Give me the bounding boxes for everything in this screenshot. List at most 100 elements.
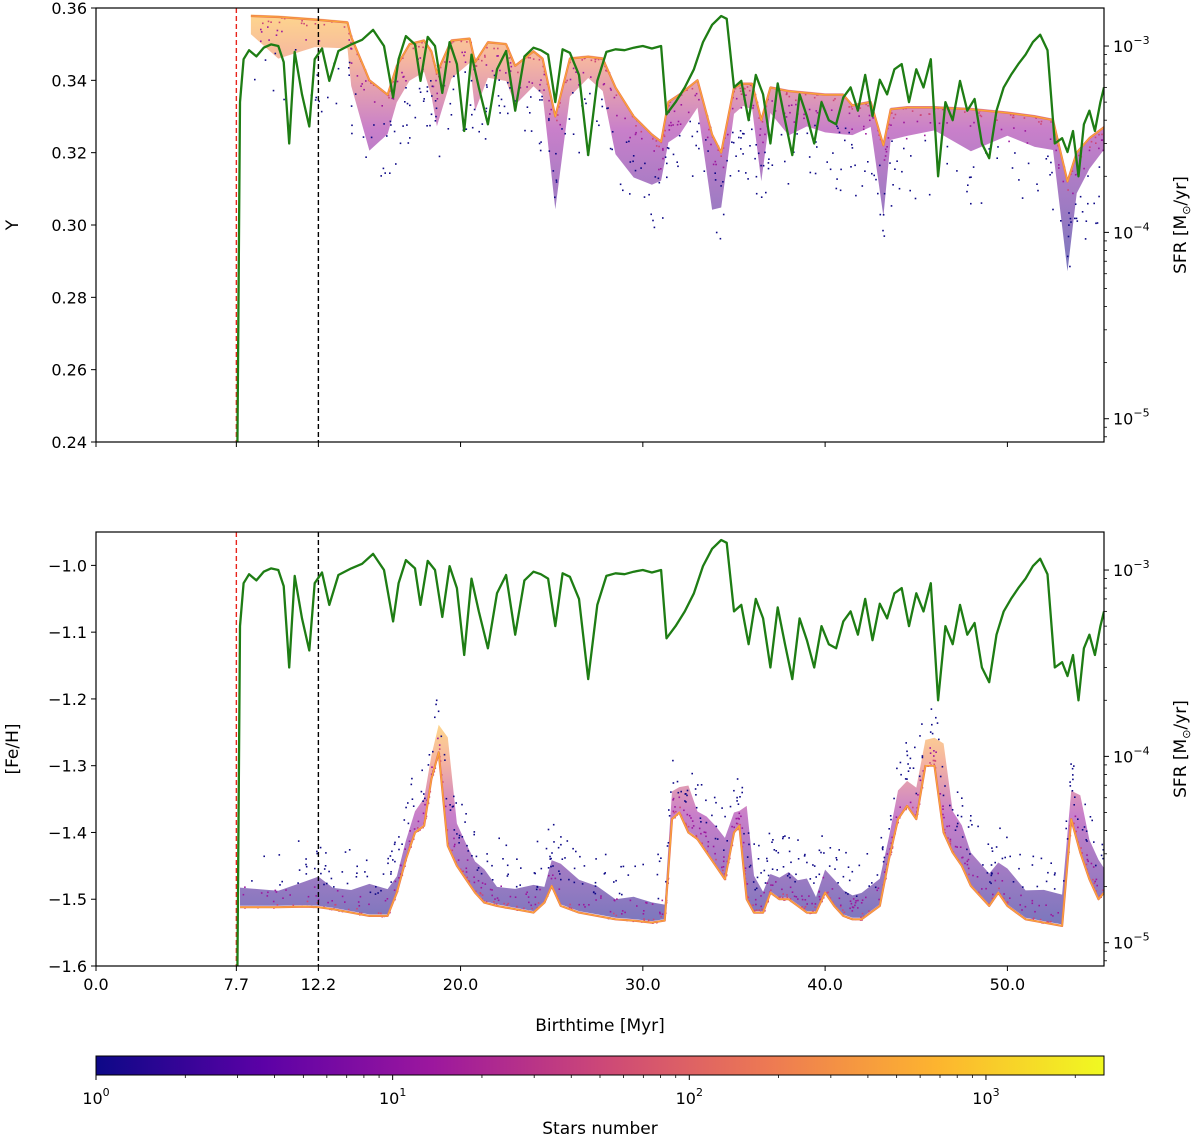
- density-point: [749, 864, 752, 867]
- density-point: [662, 149, 664, 151]
- density-point: [755, 192, 758, 195]
- density-point: [381, 105, 383, 107]
- density-point: [491, 879, 494, 881]
- density-point: [301, 20, 303, 22]
- density-point: [527, 896, 530, 898]
- density-point: [815, 141, 817, 143]
- density-point: [394, 860, 396, 863]
- density-point: [643, 918, 645, 920]
- density-point: [370, 136, 373, 139]
- density-point: [865, 133, 867, 135]
- density-point: [540, 79, 542, 81]
- density-point: [760, 164, 762, 167]
- density-point: [741, 791, 743, 794]
- density-point: [539, 149, 542, 152]
- density-point: [578, 84, 580, 86]
- density-point: [1072, 778, 1074, 781]
- density-point: [1075, 217, 1078, 220]
- density-point: [883, 235, 886, 237]
- y-tick-label: −1.2: [48, 690, 87, 709]
- density-point: [998, 887, 1000, 890]
- density-point: [675, 810, 677, 813]
- density-point: [1071, 170, 1074, 172]
- top-sfr-label-unit: /yr]: [1171, 176, 1191, 205]
- density-point: [572, 92, 574, 94]
- density-point: [355, 876, 358, 878]
- density-point: [861, 899, 864, 901]
- density-point: [710, 143, 712, 146]
- density-point: [935, 716, 937, 719]
- density-point: [858, 115, 860, 117]
- density-point: [373, 101, 376, 103]
- density-point: [755, 144, 757, 146]
- density-point: [865, 896, 867, 899]
- density-point: [967, 858, 970, 861]
- density-point: [860, 916, 862, 919]
- density-point: [548, 874, 550, 877]
- density-point: [803, 113, 805, 116]
- density-point: [826, 161, 828, 163]
- density-point: [987, 843, 990, 845]
- density-point: [1012, 114, 1015, 116]
- density-point: [988, 148, 990, 150]
- density-point: [677, 165, 679, 168]
- density-point: [1075, 830, 1077, 833]
- density-point: [788, 850, 791, 853]
- density-point: [683, 809, 685, 812]
- density-point: [348, 61, 351, 64]
- density-point: [514, 896, 517, 898]
- density-point: [401, 843, 403, 845]
- bottom-sfr-label-prefix: SFR [M: [1171, 739, 1191, 798]
- density-point: [836, 859, 838, 861]
- density-point: [486, 860, 489, 863]
- density-point: [443, 61, 446, 63]
- density-point: [351, 132, 353, 135]
- density-point: [848, 879, 851, 882]
- top-sfr-layer: [236, 14, 1104, 442]
- density-point: [1051, 171, 1053, 174]
- density-point: [929, 731, 932, 733]
- density-point: [573, 881, 576, 884]
- density-point: [272, 900, 275, 903]
- density-point: [999, 827, 1001, 830]
- density-point: [1092, 878, 1094, 881]
- density-point: [1102, 889, 1104, 891]
- density-point: [356, 872, 358, 874]
- density-point: [365, 80, 367, 82]
- density-point: [493, 47, 495, 50]
- density-point: [981, 888, 983, 890]
- density-point: [613, 96, 616, 99]
- density-point: [407, 142, 410, 144]
- density-point: [795, 103, 797, 106]
- density-point: [676, 161, 678, 163]
- density-point: [867, 161, 869, 163]
- density-point: [882, 229, 884, 232]
- density-point: [722, 181, 724, 183]
- density-point: [662, 217, 664, 219]
- density-point: [1094, 136, 1097, 139]
- density-point: [341, 871, 344, 873]
- density-point: [506, 875, 509, 877]
- colorbar-tick-label: 102: [676, 1086, 703, 1108]
- density-point: [661, 913, 664, 915]
- density-point: [619, 183, 622, 186]
- density-point: [789, 876, 791, 879]
- density-point: [658, 145, 660, 148]
- density-point: [997, 872, 999, 875]
- density-point: [848, 131, 850, 134]
- density-point: [387, 862, 389, 865]
- density-point: [960, 815, 963, 818]
- density-point: [867, 105, 869, 107]
- density-point: [746, 883, 749, 885]
- density-point: [354, 93, 357, 95]
- density-point: [786, 93, 788, 95]
- density-point: [611, 131, 614, 133]
- density-point: [703, 831, 706, 833]
- sfr-tick-label: 10−4: [1113, 220, 1150, 242]
- sfr-tick-label: 10−5: [1113, 407, 1150, 429]
- density-point: [491, 864, 493, 867]
- density-point: [470, 79, 473, 82]
- density-point: [480, 892, 482, 895]
- density-point: [324, 865, 327, 867]
- density-point: [409, 830, 411, 832]
